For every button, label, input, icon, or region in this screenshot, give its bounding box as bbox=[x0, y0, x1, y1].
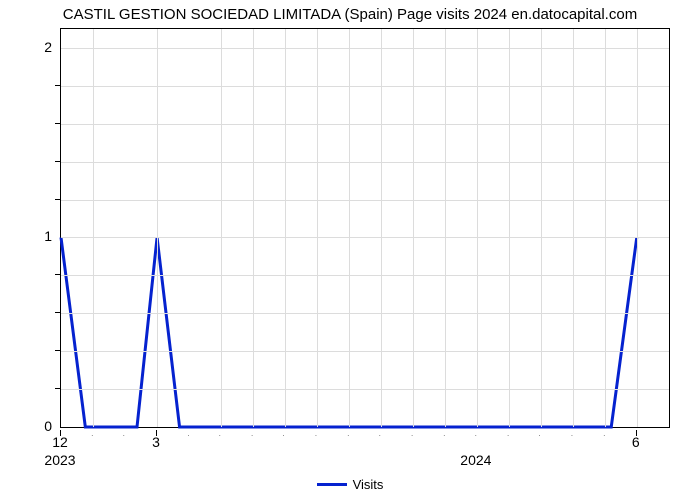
x-tick-label: 6 bbox=[632, 434, 640, 450]
y-tick-label: 1 bbox=[12, 228, 52, 244]
plot-area bbox=[60, 28, 670, 428]
legend-swatch bbox=[317, 483, 347, 486]
chart-container: CASTIL GESTION SOCIEDAD LIMITADA (Spain)… bbox=[0, 0, 700, 500]
y-tick-label: 2 bbox=[12, 39, 52, 55]
y-tick-label: 0 bbox=[12, 418, 52, 434]
chart-title: CASTIL GESTION SOCIEDAD LIMITADA (Spain)… bbox=[0, 6, 700, 23]
legend-label: Visits bbox=[353, 477, 384, 492]
line-series bbox=[61, 29, 669, 427]
x-group-label: 2023 bbox=[44, 452, 75, 468]
x-tick-label: 12 bbox=[52, 434, 68, 450]
legend: Visits bbox=[0, 476, 700, 492]
x-tick-label: 3 bbox=[152, 434, 160, 450]
x-group-label: 2024 bbox=[460, 452, 491, 468]
